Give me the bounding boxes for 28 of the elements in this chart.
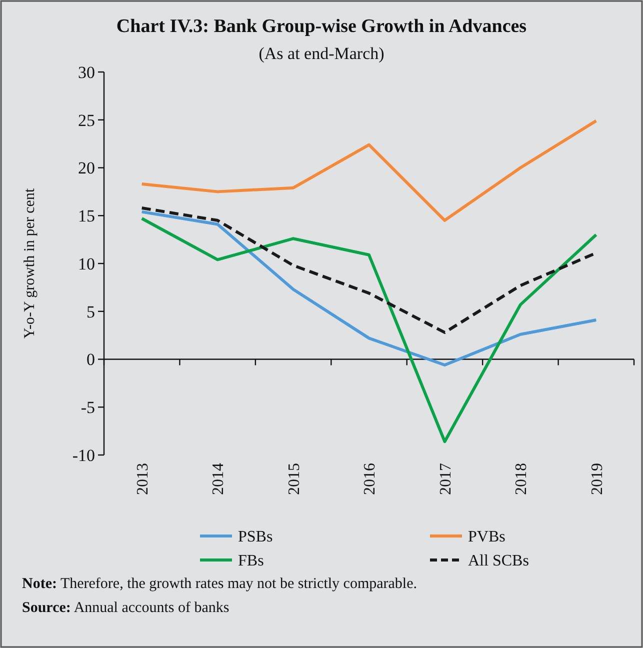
source-note: Source: Annual accounts of banks — [22, 600, 230, 616]
text: Note: Therefore, the growth rates may not be strictly comparable. — [22, 576, 417, 592]
x-tick-label: 2016 — [362, 463, 379, 495]
y-tick-label: 5 — [86, 302, 95, 322]
x-tick-label: 2017 — [437, 463, 454, 495]
y-axis-title: Y-o-Y growth in per cent — [22, 188, 38, 339]
x-tick-label: 2018 — [513, 463, 530, 495]
x-tick-label: 2015 — [286, 463, 303, 495]
legend-label: PSBs — [238, 528, 273, 546]
x-tick-label: 2014 — [210, 463, 228, 495]
line-series — [140, 119, 598, 222]
y-tick-label: 20 — [78, 158, 95, 178]
line-series — [140, 217, 598, 444]
y-tick-label: 15 — [78, 206, 95, 226]
x-tick-label: 2013 — [134, 463, 152, 495]
y-tick-label: 30 — [78, 62, 95, 82]
y-tick-label: 10 — [78, 254, 95, 274]
y-tick-label: 25 — [78, 110, 95, 130]
legend-label: FBs — [238, 552, 264, 570]
y-tick-label: -5 — [80, 398, 95, 418]
chart-title: Chart IV.3: Bank Group-wise Growth in Advances — [116, 16, 527, 37]
legend-label: All SCBs — [468, 552, 529, 570]
y-tick-label: 0 — [86, 350, 95, 370]
x-tick-label: 2019 — [588, 463, 606, 495]
y-tick-label: -10 — [72, 446, 95, 465]
line-series — [140, 210, 598, 366]
legend-label: PVBs — [468, 528, 506, 546]
chart-subtitle: (As at end-March) — [258, 44, 384, 63]
